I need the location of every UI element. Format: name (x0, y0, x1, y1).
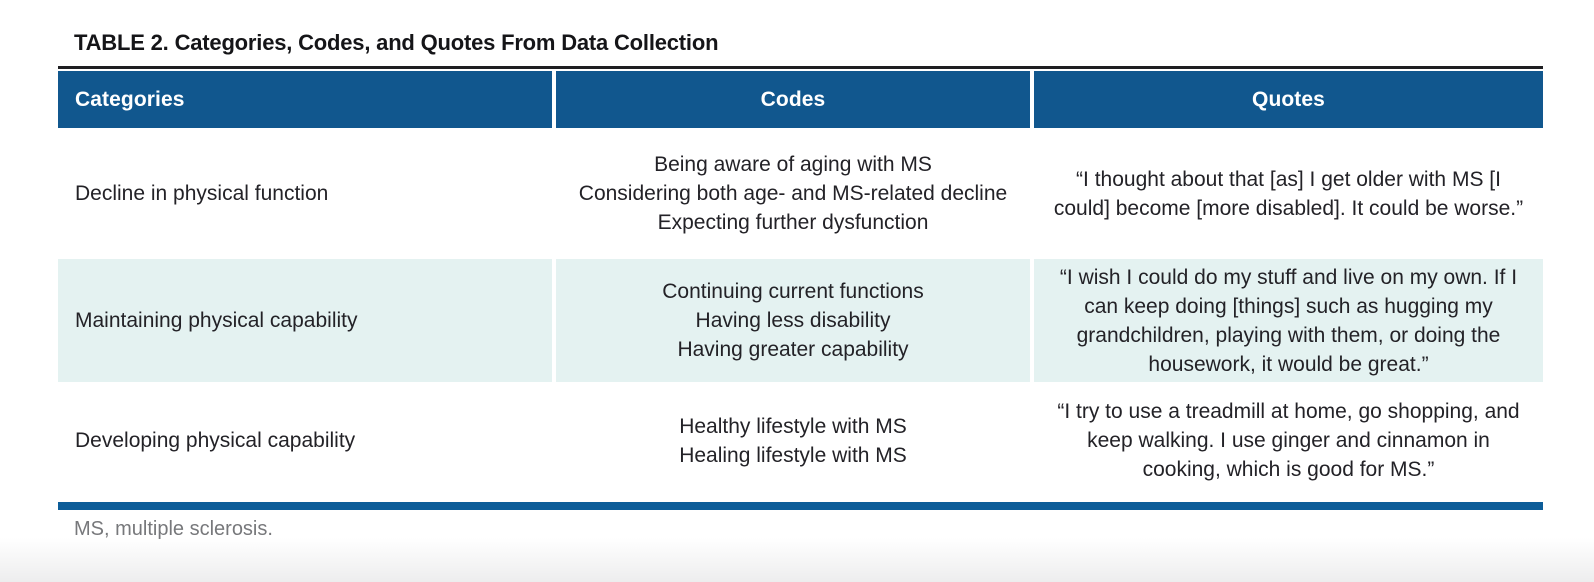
quote-text: “I wish I could do my stuff and live on … (1059, 265, 1518, 376)
table-row: Maintaining physical capability Continuin… (58, 259, 1543, 382)
table-body: Decline in physical function Being aware … (58, 128, 1543, 499)
column-header-quotes: Quotes (1034, 71, 1543, 128)
code-line: Considering both age- and MS-related dec… (578, 182, 1008, 205)
category-cell: Decline in physical function (75, 182, 329, 205)
category-cell: Maintaining physical capability (58, 259, 552, 382)
data-table: Categories Codes Quotes Decline in physi… (58, 71, 1543, 499)
code-line: Having less disability (695, 309, 891, 332)
quote-text: “I try to use a treadmill at home, go sh… (1057, 400, 1520, 481)
table-title-text: Categories, Codes, and Quotes From Data … (174, 30, 719, 55)
column-header-categories: Categories (58, 71, 552, 128)
table-header-row: Categories Codes Quotes (58, 71, 1543, 128)
codes-cell: Being aware of aging with MS Considering … (556, 128, 1030, 259)
code-line: Continuing current functions (662, 280, 924, 303)
quote-text: “I thought about that [as] I get older w… (1053, 167, 1524, 220)
code-line: Having greater capability (677, 338, 909, 361)
table-bottom-rule (58, 502, 1543, 510)
codes-cell: Continuing current functions Having less … (556, 259, 1030, 382)
quote-cell: “I thought about that [as] I get older w… (1034, 128, 1543, 259)
table-row: Developing physical capability Healthy li… (58, 382, 1543, 499)
page-bottom-fade (0, 538, 1594, 582)
table-row: Decline in physical function Being aware … (58, 128, 1543, 259)
code-line: Healing lifestyle with MS (679, 443, 907, 467)
category-cell: Developing physical capability (75, 429, 356, 452)
table-footnote: MS, multiple sclerosis. (74, 518, 273, 540)
code-line: Being aware of aging with MS (654, 153, 932, 176)
table-title: TABLE 2. Categories, Codes, and Quotes Fr… (74, 30, 719, 56)
code-line: Expecting further dysfunction (657, 211, 929, 234)
table-title-label: TABLE 2. (74, 30, 169, 55)
code-line: Healthy lifestyle with MS (679, 414, 907, 438)
codes-cell: Healthy lifestyle with MS Healing lifesty… (556, 382, 1030, 499)
column-header-codes: Codes (556, 71, 1030, 128)
table-top-rule (58, 66, 1543, 69)
quote-cell: “I try to use a treadmill at home, go sh… (1034, 382, 1543, 499)
quote-cell: “I wish I could do my stuff and live on … (1034, 259, 1543, 382)
